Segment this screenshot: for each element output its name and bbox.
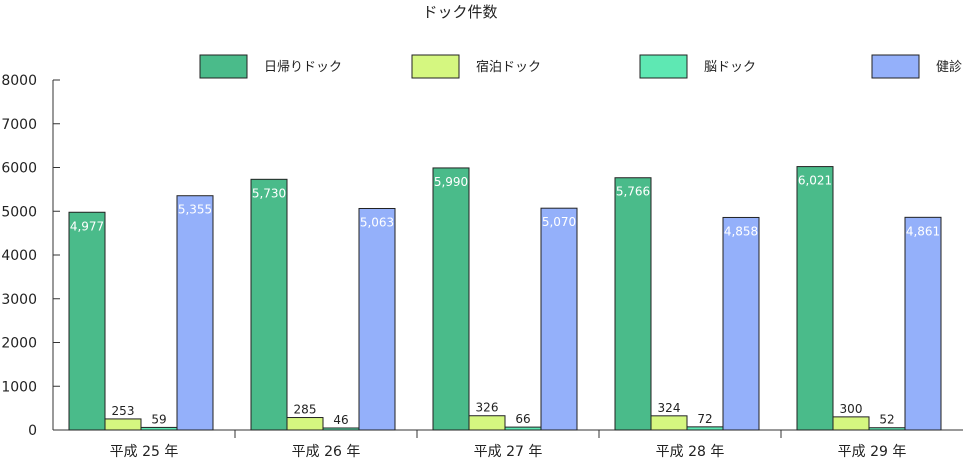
legend: 日帰りドック 宿泊ドック 脳ドック 健診	[199, 54, 962, 79]
y-tick-label: 8000	[1, 73, 37, 89]
bar	[432, 167, 470, 431]
bar	[468, 415, 506, 431]
data-label: 6,021	[798, 174, 832, 188]
bar	[358, 207, 396, 431]
data-label: 5,063	[360, 215, 394, 229]
chart-title: ドック件数	[422, 3, 497, 21]
y-tick-label: 5000	[1, 204, 37, 220]
legend-label: 健診	[936, 59, 962, 75]
x-tick-label: 平成 28 年	[656, 444, 725, 459]
data-label: 5,355	[178, 203, 212, 217]
legend-label: 宿泊ドック	[476, 59, 541, 75]
legend-swatch	[639, 54, 688, 79]
bars	[68, 166, 942, 431]
legend-label: 脳ドック	[704, 60, 756, 75]
y-tick-label: 2000	[1, 336, 37, 352]
data-label: 52	[879, 413, 894, 427]
bar	[722, 216, 760, 431]
x-tick-label: 平成 25 年	[110, 444, 179, 459]
data-label: 326	[476, 401, 499, 415]
legend-label: 日帰りドック	[264, 59, 342, 75]
y-tick-label: 7000	[1, 117, 37, 133]
bar	[286, 417, 324, 431]
data-label: 300	[840, 402, 863, 416]
y-tick-label: 3000	[1, 292, 37, 308]
bar	[868, 427, 906, 431]
data-label: 59	[151, 412, 166, 426]
data-label: 5,766	[616, 185, 650, 199]
bar	[650, 415, 688, 431]
bar	[140, 426, 178, 431]
x-tick-label: 平成 29 年	[838, 444, 907, 459]
data-label: 285	[294, 403, 317, 417]
data-label: 4,977	[70, 219, 104, 233]
data-label: 5,730	[252, 186, 286, 200]
data-label: 66	[515, 412, 530, 426]
data-label: 4,858	[724, 224, 758, 238]
legend-swatch	[411, 54, 460, 79]
data-labels: 4,977 253 59 5,355 5,730 285 46 5,063 5,990 326 66…	[70, 174, 940, 427]
bar	[796, 166, 834, 431]
bar	[540, 207, 578, 431]
data-label: 4,861	[906, 224, 940, 238]
bar	[614, 177, 652, 431]
legend-swatch	[871, 54, 920, 79]
data-label: 46	[333, 413, 348, 427]
y-tick-label: 0	[28, 423, 37, 439]
y-tick-label: 6000	[1, 161, 37, 177]
data-label: 324	[658, 401, 681, 415]
data-label: 72	[697, 412, 712, 426]
bar	[68, 211, 106, 431]
bar	[322, 427, 360, 431]
bar	[904, 216, 942, 431]
legend-swatch	[199, 54, 248, 79]
data-label: 5,070	[542, 215, 576, 229]
data-label: 253	[112, 404, 135, 418]
bar	[176, 195, 214, 431]
bar	[686, 426, 724, 431]
bar	[104, 418, 142, 431]
bar	[250, 178, 288, 431]
y-axis: 0 1000 2000 3000 4000 5000 6000 7000 8000	[1, 73, 60, 439]
x-axis: 平成 25 年 平成 26 年 平成 27 年 平成 28 年 平成 29 年	[53, 429, 963, 460]
x-tick-label: 平成 26 年	[292, 444, 361, 459]
bar	[832, 416, 870, 431]
bar	[504, 426, 542, 431]
y-tick-label: 1000	[1, 379, 37, 395]
y-tick-label: 4000	[1, 248, 37, 264]
data-label: 5,990	[434, 175, 468, 189]
x-tick-label: 平成 27 年	[474, 444, 543, 459]
